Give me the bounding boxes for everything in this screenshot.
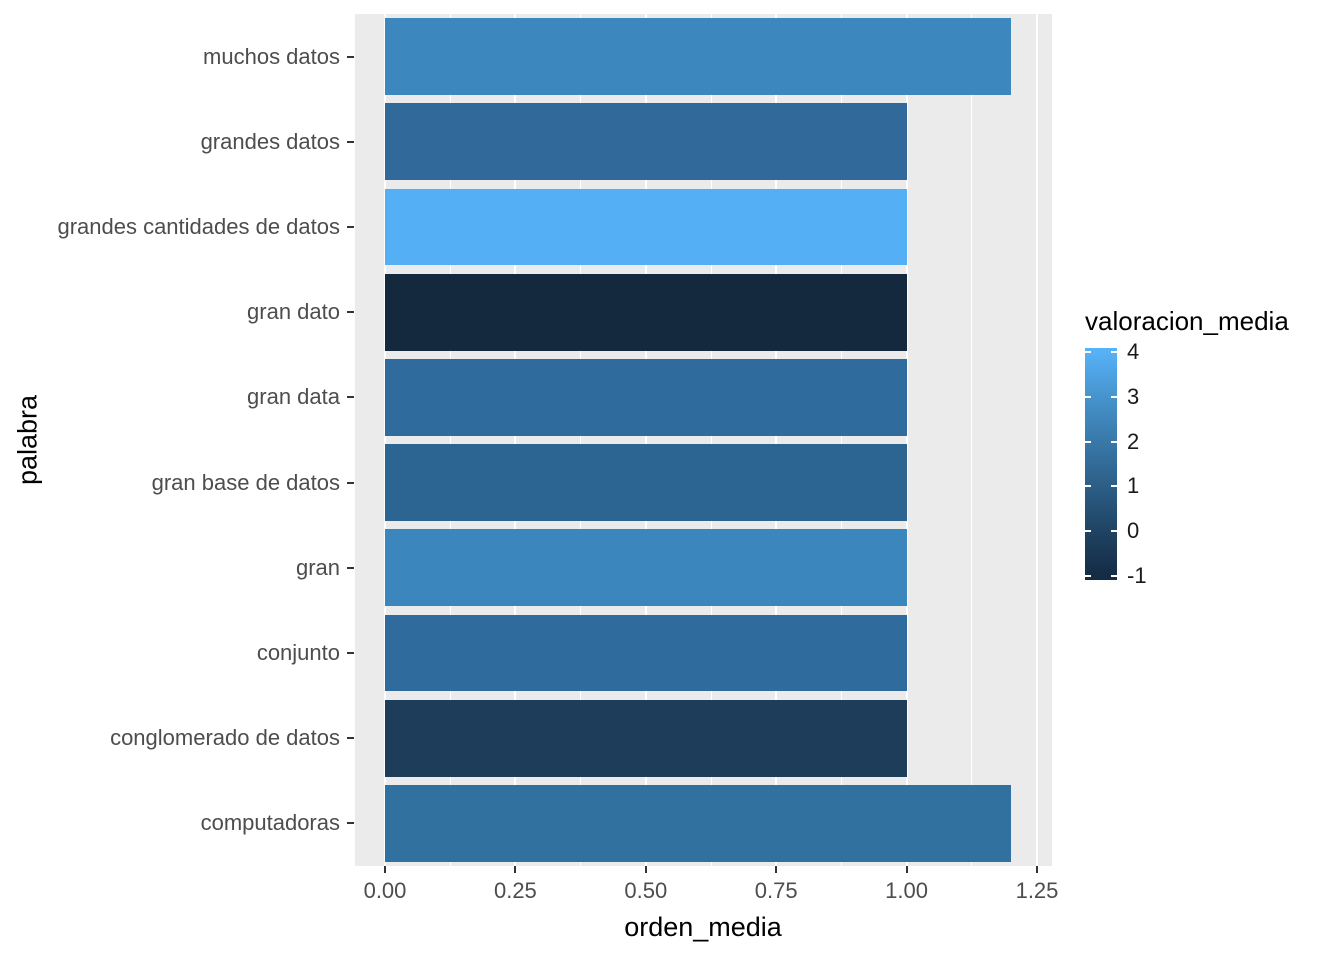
bar bbox=[385, 614, 907, 692]
gridline-minor bbox=[971, 14, 973, 866]
gridline-minor bbox=[449, 14, 451, 866]
legend-tick bbox=[1111, 351, 1117, 354]
x-axis-tick bbox=[775, 866, 778, 873]
x-axis-title: orden_media bbox=[624, 912, 782, 942]
legend-tick bbox=[1085, 440, 1091, 443]
gridline-minor bbox=[840, 14, 842, 866]
y-axis-tick-label: conjunto bbox=[256, 640, 340, 665]
y-axis-tick-label: muchos datos bbox=[203, 43, 340, 69]
y-axis-tick-label: gran dato bbox=[247, 299, 340, 325]
y-axis-tick bbox=[347, 481, 354, 484]
y-axis-tick-label: gran bbox=[295, 554, 340, 580]
gridline-major bbox=[644, 14, 647, 866]
bar bbox=[385, 785, 1011, 862]
gridline-minor bbox=[580, 14, 582, 866]
x-axis-tick-label: 1.25 bbox=[1015, 878, 1059, 903]
legend-tick bbox=[1085, 529, 1091, 532]
y-axis-tick-label: grandes cantidades de datos bbox=[57, 214, 340, 239]
legend-tick bbox=[1111, 574, 1117, 577]
y-axis-tick bbox=[347, 822, 354, 825]
legend-tick-label: 3 bbox=[1127, 384, 1140, 410]
bar bbox=[385, 103, 907, 181]
gridline-major bbox=[775, 14, 778, 866]
x-axis-tick-label: 0.00 bbox=[363, 878, 407, 903]
legend-tick bbox=[1085, 574, 1091, 577]
x-axis-tick-label: 0.25 bbox=[493, 878, 537, 903]
bar bbox=[385, 699, 907, 777]
bar bbox=[385, 529, 907, 607]
legend-colorbar bbox=[1085, 348, 1117, 580]
x-axis-tick bbox=[1036, 866, 1038, 873]
legend-tick bbox=[1111, 440, 1117, 443]
gridline-major bbox=[905, 14, 908, 866]
x-axis-tick-label: 1.00 bbox=[885, 878, 928, 903]
x-axis-tick bbox=[384, 866, 386, 873]
y-axis-tick bbox=[347, 226, 354, 228]
y-axis-tick-label: conglomerado de datos bbox=[110, 725, 340, 751]
x-axis-tick bbox=[514, 866, 517, 873]
gridline-major bbox=[384, 14, 386, 866]
legend-tick-label: 4 bbox=[1127, 339, 1140, 365]
legend-tick bbox=[1085, 485, 1091, 488]
legend-tick bbox=[1111, 529, 1117, 532]
bar bbox=[385, 273, 907, 351]
legend-tick bbox=[1111, 485, 1117, 488]
legend-title: valoracion_media bbox=[1085, 306, 1289, 336]
bar bbox=[385, 444, 907, 521]
bar bbox=[385, 18, 1011, 95]
legend-tick-label: 0 bbox=[1127, 517, 1140, 543]
y-axis-tick-label: gran base de datos bbox=[151, 469, 340, 495]
plot-panel bbox=[355, 14, 1052, 866]
y-axis-tick bbox=[347, 566, 354, 569]
y-axis-tick bbox=[347, 652, 354, 654]
legend-tick bbox=[1085, 396, 1091, 399]
x-axis-tick bbox=[644, 866, 647, 873]
x-axis-tick-label: 0.75 bbox=[754, 878, 798, 903]
legend-tick bbox=[1085, 351, 1091, 354]
x-axis-tick bbox=[905, 866, 908, 873]
y-axis-tick-label: computadoras bbox=[200, 810, 340, 836]
y-axis-tick bbox=[347, 737, 354, 740]
y-axis-tick-label: gran data bbox=[247, 384, 340, 410]
y-axis-tick bbox=[347, 55, 354, 58]
legend-tick bbox=[1111, 396, 1117, 399]
x-axis-tick-label: 0.50 bbox=[624, 878, 668, 903]
y-axis-tick bbox=[347, 140, 354, 143]
gridline-major bbox=[514, 14, 517, 866]
gridline-minor bbox=[710, 14, 712, 866]
bar bbox=[385, 359, 907, 436]
legend-tick-label: 1 bbox=[1127, 473, 1140, 499]
legend-tick-label: 2 bbox=[1127, 428, 1140, 454]
bar bbox=[385, 188, 907, 266]
legend-tick-label: -1 bbox=[1127, 562, 1147, 588]
y-axis-tick-label: grandes datos bbox=[200, 128, 340, 154]
gridline-major bbox=[1036, 14, 1038, 866]
y-axis-tick bbox=[347, 311, 354, 314]
y-axis-tick bbox=[347, 396, 354, 399]
